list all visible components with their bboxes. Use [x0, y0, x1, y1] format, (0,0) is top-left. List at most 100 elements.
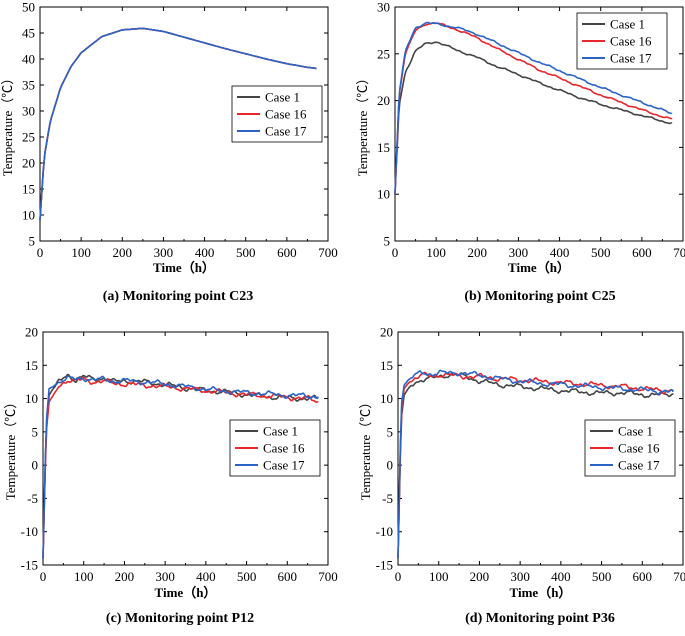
y-tick-label: -10 [21, 524, 38, 539]
chart-panel-1: 0 100 200 300 400 500 600 700 5 10 15 20 25 30 35 40 45 5… [0, 0, 338, 304]
x-tick-label: 600 [277, 245, 297, 260]
y-tick-label: -10 [376, 524, 393, 539]
y-tick-label: -5 [27, 491, 38, 506]
y-tick-label: 0 [32, 458, 39, 473]
x-tick-label: 700 [673, 569, 685, 584]
x-tick-label: 400 [195, 245, 215, 260]
x-tick-label: 200 [115, 569, 135, 584]
chart-panel-2: 0 100 200 300 400 500 600 700 5 10 15 20 25 30 Tempera… [355, 0, 685, 304]
y-tick-label: 5 [384, 234, 391, 249]
legend-label: Case 17 [265, 124, 307, 139]
legend-label: Case 1 [618, 424, 653, 439]
legend: Case 1 Case 16 Case 17 [584, 419, 676, 477]
x-tick-label: 300 [509, 245, 529, 260]
legend-label: Case 17 [610, 51, 652, 66]
series-line-case-17 [39, 27, 317, 221]
series-line-case-1 [394, 41, 673, 195]
legend: Case 1 Case 16 Case 17 [576, 12, 668, 70]
x-tick-label: 400 [550, 245, 570, 260]
series-line-case-17 [42, 375, 319, 559]
y-tick-label: 25 [22, 130, 35, 145]
y-tick-label: 10 [377, 187, 390, 202]
y-tick-label: 20 [25, 325, 38, 340]
y-tick-label: 35 [22, 78, 35, 93]
y-tick-label: 0 [387, 458, 394, 473]
series-line-case-16 [42, 376, 319, 559]
panel-caption: (a) Monitoring point C23 [103, 289, 254, 304]
y-tick-label: 25 [377, 46, 390, 61]
y-tick-label: 20 [22, 156, 35, 171]
y-tick-label: 15 [22, 182, 35, 197]
y-tick-label: 15 [380, 358, 393, 373]
x-tick-label: 300 [155, 569, 175, 584]
series-line-case-17 [397, 369, 674, 559]
x-tick-label: 500 [591, 245, 611, 260]
x-tick-label: 500 [236, 245, 256, 260]
y-tick-label: 50 [22, 0, 35, 15]
y-tick-label: 30 [377, 0, 390, 15]
x-tick-label: 700 [318, 569, 338, 584]
x-tick-label: 200 [468, 245, 488, 260]
x-tick-label: 200 [470, 569, 490, 584]
legend-label: Case 1 [610, 17, 645, 32]
y-tick-label: 30 [22, 104, 35, 119]
y-tick-label: 20 [377, 93, 390, 108]
legend: Case 1 Case 16 Case 17 [229, 419, 321, 477]
legend-label: Case 17 [618, 458, 660, 473]
x-tick-label: 600 [633, 569, 653, 584]
panel-caption: (b) Monitoring point C25 [464, 289, 615, 304]
x-axis-label: Time（h） [153, 260, 215, 275]
x-tick-label: 500 [237, 569, 257, 584]
chart-panel-3: 0 100 200 300 400 500 600 700 -15 -10 -5 0 5 10 15 20 Te… [3, 325, 338, 627]
y-tick-label: 15 [377, 140, 390, 155]
legend-label: Case 1 [265, 90, 300, 105]
y-tick-label: 10 [22, 208, 35, 223]
legend-label: Case 16 [610, 34, 652, 49]
x-tick-label: 0 [40, 569, 47, 584]
x-tick-label: 100 [74, 569, 94, 584]
y-axis-label: Temperature（℃） [3, 396, 18, 501]
x-tick-label: 400 [196, 569, 216, 584]
chart-panel-4: 0 100 200 300 400 500 600 700 -15 -10 -5 0 5 10 15 20 Te… [358, 325, 685, 627]
panel-caption: (d) Monitoring point P36 [465, 611, 615, 626]
y-tick-label: 5 [32, 424, 39, 439]
y-tick-label: -15 [21, 558, 38, 573]
y-tick-label: -15 [376, 558, 393, 573]
x-tick-label: 100 [426, 245, 446, 260]
series-line-case-16 [394, 21, 673, 195]
x-tick-label: 700 [673, 245, 685, 260]
y-tick-label: 45 [22, 26, 35, 41]
x-tick-label: 400 [551, 569, 571, 584]
x-axis-label: Time（h） [155, 585, 217, 600]
x-tick-label: 100 [71, 245, 91, 260]
x-axis-label: Time（h） [510, 585, 572, 600]
y-tick-label: 10 [380, 391, 393, 406]
series-line-case-16 [397, 371, 674, 559]
x-tick-label: 700 [318, 245, 338, 260]
y-tick-label: 15 [25, 358, 38, 373]
y-tick-label: 40 [22, 52, 35, 67]
series-line-case-17 [394, 21, 673, 195]
x-axis-label: Time（h） [508, 260, 570, 275]
y-tick-label: 5 [29, 234, 36, 249]
legend-label: Case 16 [265, 107, 307, 122]
legend-label: Case 17 [263, 458, 305, 473]
y-tick-label: -5 [382, 491, 393, 506]
legend-label: Case 16 [263, 441, 305, 456]
x-tick-label: 300 [154, 245, 174, 260]
x-tick-label: 0 [392, 245, 399, 260]
y-tick-label: 5 [387, 424, 394, 439]
legend-label: Case 16 [618, 441, 660, 456]
series-line-case-1 [42, 373, 319, 559]
x-tick-label: 0 [37, 245, 44, 260]
x-tick-label: 300 [510, 569, 530, 584]
x-tick-label: 500 [592, 569, 612, 584]
x-tick-label: 600 [278, 569, 298, 584]
panel-caption: (c) Monitoring point P12 [106, 611, 254, 626]
legend-label: Case 1 [263, 424, 298, 439]
x-tick-label: 100 [429, 569, 449, 584]
x-tick-label: 0 [395, 569, 402, 584]
y-tick-label: 10 [25, 391, 38, 406]
y-tick-label: 20 [380, 325, 393, 340]
